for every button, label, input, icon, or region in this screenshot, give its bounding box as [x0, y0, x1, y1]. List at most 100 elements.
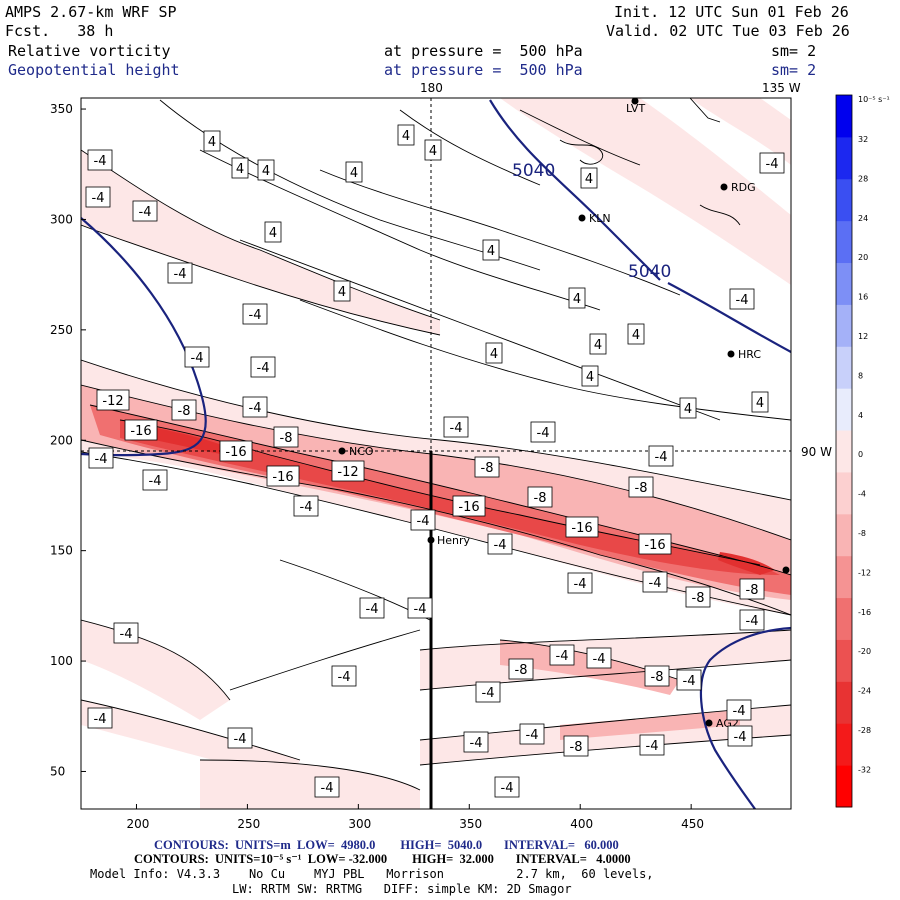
vort-label-box — [581, 365, 599, 387]
colorbar-frame — [835, 94, 853, 808]
vort-label-box — [648, 445, 674, 467]
station-dot-rdg — [720, 183, 728, 191]
colorbar-swatch — [836, 471, 852, 515]
vort-label-box — [519, 723, 545, 745]
colorbar-swatch — [836, 513, 852, 557]
vort-label: -4 — [494, 538, 507, 553]
colorbar-swatch — [836, 388, 852, 431]
vort-label-box — [452, 495, 486, 517]
colorbar-label: 28 — [858, 174, 868, 183]
vort-label: 4 — [402, 129, 410, 144]
vort-label-box — [482, 239, 500, 261]
vort-label: 4 — [586, 370, 594, 385]
plot-frame — [80, 97, 792, 810]
vort-label: -8 — [280, 431, 293, 446]
vort-label: 4 — [487, 244, 495, 259]
vort-label: -8 — [635, 481, 648, 496]
x-tick-label: 200 — [126, 817, 149, 831]
vort-label: -4 — [593, 652, 606, 667]
vort-label: -4 — [234, 732, 247, 747]
vort-label-box — [87, 707, 113, 729]
vort-label: 4 — [573, 292, 581, 307]
field2-smoothing: sm= 2 — [771, 61, 817, 79]
y-tick-label: 50 — [50, 764, 65, 778]
field1-pressure: at pressure = 500 hPa — [384, 42, 583, 60]
colorbar-swatch — [836, 681, 852, 724]
vort-label-box — [530, 421, 556, 443]
vort-label: 4 — [236, 162, 244, 177]
vort-label-box — [333, 280, 351, 302]
lon-label-180: 180 — [420, 81, 443, 95]
vort-label: -4 — [191, 351, 204, 366]
vort-label: -4 — [537, 426, 550, 441]
vort-label-box — [242, 303, 268, 325]
station-label: LVT — [626, 102, 645, 115]
vort-label: -4 — [149, 474, 162, 489]
vort-label: -4 — [501, 781, 514, 796]
vort-label: -4 — [417, 514, 430, 529]
colorbar-swatch — [836, 304, 852, 347]
colorbar-label: 20 — [858, 253, 868, 262]
vort-label-box — [628, 476, 654, 498]
vort-label: -4 — [249, 401, 262, 416]
y-tick-label: 200 — [50, 433, 73, 447]
vort-label: -16 — [225, 445, 246, 460]
vort-label: -4 — [257, 361, 270, 376]
vort-label-box — [424, 139, 442, 161]
vort-label: -8 — [692, 591, 705, 606]
colorbar-label: -32 — [858, 765, 871, 774]
vort-label-box — [485, 342, 503, 364]
vort-label: 4 — [350, 166, 358, 181]
footer-physics: LW: RRTM SW: RRTMG DIFF: simple KM: 2D S… — [232, 882, 572, 896]
vort-label: -4 — [746, 614, 759, 629]
y-tick-label: 100 — [50, 654, 73, 668]
vort-label: -4 — [556, 649, 569, 664]
station-dot-ag2 — [705, 719, 713, 727]
vort-label: -4 — [734, 730, 747, 745]
vort-label: -4 — [338, 670, 351, 685]
colorbar-swatch — [836, 555, 852, 599]
forecast-hour: Fcst. 38 h — [5, 22, 114, 40]
axis-ticks: 200 250 300 350 400 450 350 300 250 200 150 100 50 — [50, 102, 704, 831]
vort-label: -4 — [120, 627, 133, 642]
colorbar-label: 16 — [858, 293, 868, 302]
vort-label: -4 — [470, 736, 483, 751]
y-tick-label: 150 — [50, 544, 73, 558]
vort-label-box — [679, 397, 697, 419]
vort-label-box — [739, 578, 765, 600]
colorbar-label: 12 — [858, 332, 868, 341]
colorbar-swatch — [836, 430, 852, 473]
station-markers — [338, 97, 790, 727]
vort-label-box — [397, 124, 415, 146]
vort-label: 4 — [585, 172, 593, 187]
vort-label: -4 — [139, 205, 152, 220]
vort-label-box — [751, 391, 769, 413]
height-label: 5040 — [628, 262, 671, 282]
colorbar-swatch — [836, 95, 852, 138]
vort-label: 4 — [262, 164, 270, 179]
x-tick-label: 250 — [237, 817, 260, 831]
vort-label-box — [568, 287, 586, 309]
y-tick-label: 300 — [50, 212, 73, 226]
vort-label: -4 — [94, 712, 107, 727]
vort-label-box — [264, 221, 282, 243]
vort-label-box — [203, 130, 221, 152]
vort-label-box — [563, 735, 589, 757]
colorbar-label: 4 — [858, 411, 863, 420]
colorbar-swatch — [836, 136, 852, 180]
vort-label: -8 — [178, 404, 191, 419]
x-tick-label: 450 — [681, 817, 704, 831]
colorbar-label: -20 — [858, 647, 871, 656]
vort-label-box — [463, 731, 489, 753]
vort-label-box — [739, 609, 765, 631]
vort-label-box — [729, 288, 755, 310]
vort-label: -8 — [651, 670, 664, 685]
vort-label: -4 — [655, 450, 668, 465]
vort-label-box — [85, 186, 111, 208]
vort-label: -8 — [534, 491, 547, 506]
station-dot-henry — [427, 536, 435, 544]
vort-label-box — [331, 460, 365, 482]
vort-label-box — [586, 647, 612, 669]
station-label: HRC — [738, 348, 761, 361]
vort-label-box — [227, 727, 253, 749]
